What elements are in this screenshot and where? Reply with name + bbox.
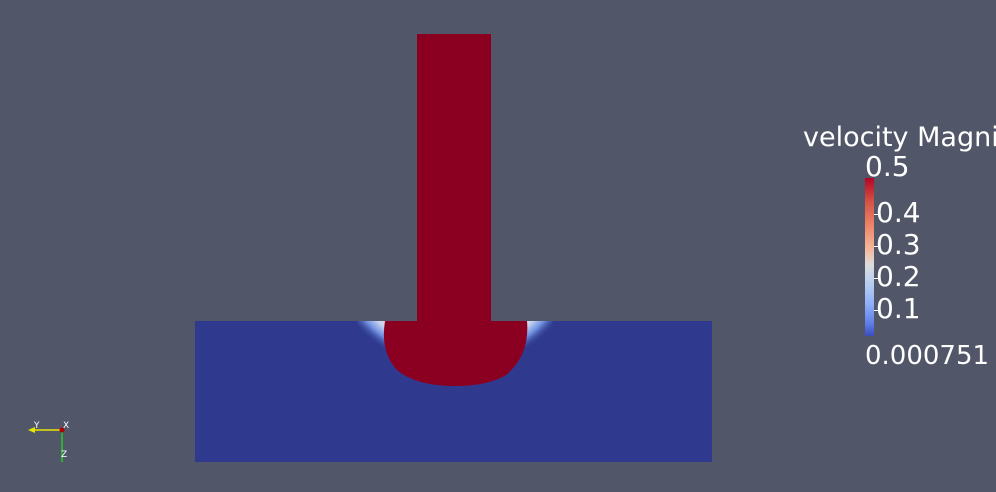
orientation-axes bbox=[28, 427, 65, 462]
tick-mark bbox=[874, 310, 878, 311]
axis-x-label: X bbox=[63, 421, 70, 431]
scalar-bar-title: velocity Magnitude bbox=[803, 122, 996, 153]
axis-z-label: Z bbox=[61, 450, 68, 460]
scalar-bar-max-label: 0.5 bbox=[865, 150, 910, 183]
plume-core bbox=[383, 321, 528, 386]
tick-mark bbox=[874, 278, 878, 279]
tick-mark bbox=[874, 214, 878, 215]
scalar-bar-tick-label: 0.2 bbox=[876, 260, 921, 293]
scalar-bar-tick-label: 0.3 bbox=[876, 228, 921, 261]
scalar-bar-min-label: 0.000751 bbox=[865, 341, 990, 371]
axis-y-label: Y bbox=[34, 421, 40, 431]
jet-column bbox=[417, 34, 491, 334]
scalar-bar-tick-label: 0.4 bbox=[876, 196, 921, 229]
tick-mark bbox=[874, 246, 878, 247]
scalar-bar-tick-label: 0.1 bbox=[876, 292, 921, 325]
scalar-bar-colorbar bbox=[865, 178, 874, 336]
